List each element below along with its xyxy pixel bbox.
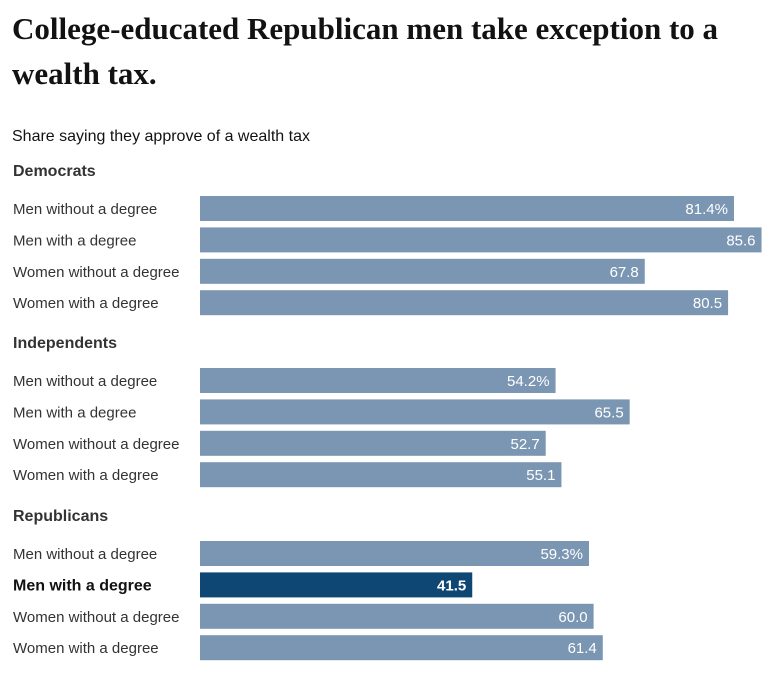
- bar: [200, 603, 594, 629]
- bar-category-label: Men with a degree: [13, 404, 136, 421]
- bar: [200, 572, 473, 598]
- bar-value-label: 65.5: [594, 404, 623, 421]
- bar: [200, 430, 546, 456]
- bar-category-label: Women with a degree: [13, 295, 159, 312]
- bar-category-label: Women without a degree: [13, 264, 180, 281]
- group-label: Independents: [13, 335, 117, 352]
- bar-value-label: 85.6: [726, 232, 755, 249]
- bar: [200, 635, 603, 661]
- bar-category-label: Men without a degree: [13, 546, 157, 563]
- bar: [200, 258, 645, 284]
- bar-value-label: 60.0: [558, 609, 587, 626]
- bar-category-label: Men without a degree: [13, 201, 157, 218]
- bar: [200, 227, 762, 253]
- bar: [200, 462, 562, 488]
- group-label: Democrats: [13, 163, 96, 180]
- bar-value-label: 52.7: [511, 436, 540, 453]
- bar-category-label: Men with a degree: [13, 232, 136, 249]
- bar: [200, 290, 729, 316]
- bar-category-label: Women without a degree: [13, 609, 180, 626]
- bar-category-label: Women without a degree: [13, 436, 180, 453]
- bar-value-label: 41.5: [437, 577, 466, 594]
- bar: [200, 541, 590, 566]
- group-label: Republicans: [13, 508, 108, 525]
- bar-value-label: 80.5: [693, 295, 722, 312]
- bar-value-label: 55.1: [526, 467, 555, 484]
- chart-subtitle: Share saying they approve of a wealth ta…: [12, 128, 310, 145]
- bar-value-label: 54.2%: [507, 373, 550, 390]
- bar-category-label: Women with a degree: [13, 640, 159, 657]
- bar: [200, 196, 734, 221]
- bar-category-label: Women with a degree: [13, 467, 159, 484]
- bar-value-label: 67.8: [610, 264, 639, 281]
- bar: [200, 399, 630, 425]
- bar-category-label: Men with a degree: [13, 577, 152, 594]
- bar-category-label: Men without a degree: [13, 373, 157, 390]
- chart-title: College-educated Republican men take exc…: [12, 11, 719, 91]
- bar: [200, 368, 556, 393]
- bar-value-label: 61.4: [568, 640, 597, 657]
- bar-value-label: 81.4%: [685, 201, 728, 218]
- bar-value-label: 59.3%: [540, 546, 583, 563]
